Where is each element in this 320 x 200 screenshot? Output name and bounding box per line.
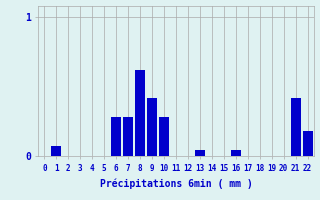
Bar: [135, 70, 145, 156]
Bar: [159, 117, 169, 156]
Bar: [302, 131, 313, 156]
Bar: [231, 150, 241, 156]
X-axis label: Précipitations 6min ( mm ): Précipitations 6min ( mm ): [100, 178, 252, 189]
Bar: [291, 98, 301, 156]
Bar: [51, 146, 61, 156]
Bar: [147, 98, 157, 156]
Bar: [111, 117, 121, 156]
Bar: [123, 117, 133, 156]
Bar: [195, 150, 205, 156]
